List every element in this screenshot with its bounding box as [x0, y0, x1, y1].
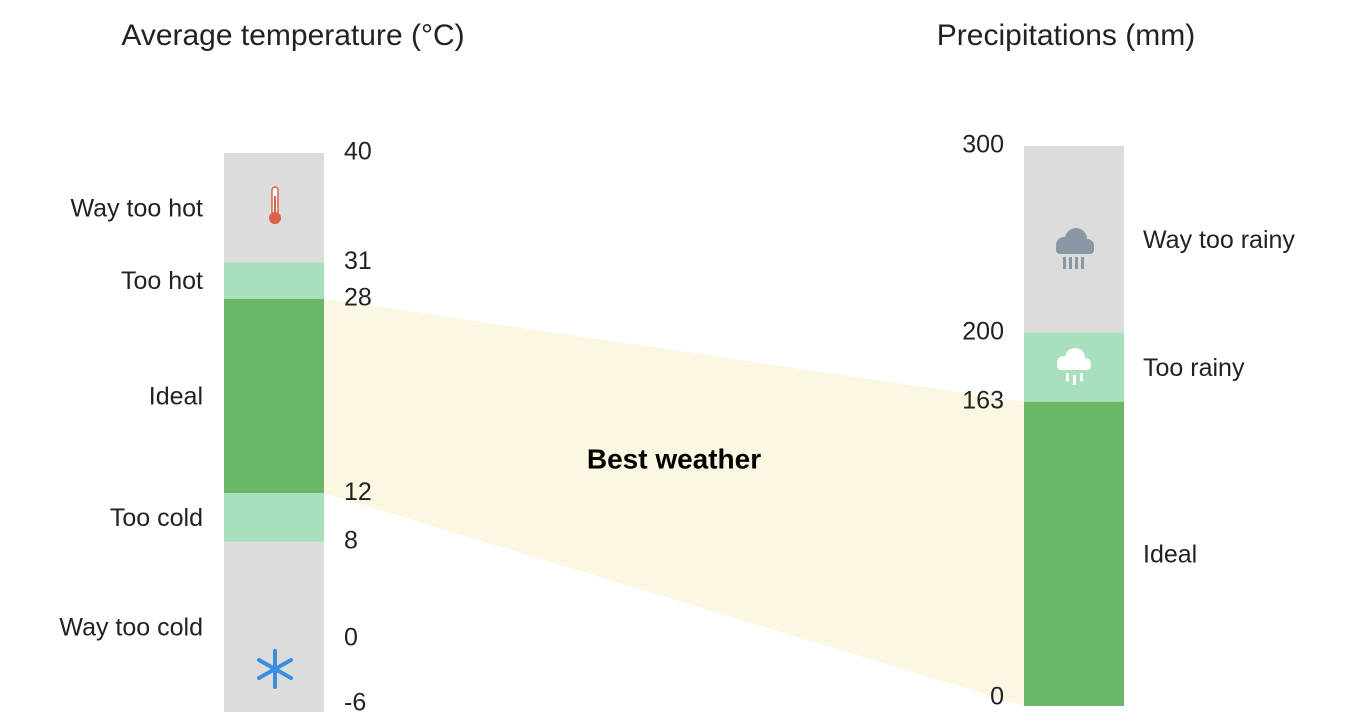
tick-label: 300 — [962, 131, 1004, 159]
band — [224, 298, 324, 494]
precipitation-title: Precipitations (mm) — [937, 19, 1195, 52]
snowflake-icon — [257, 649, 293, 689]
band — [224, 493, 324, 542]
band-label: Too cold — [110, 504, 203, 532]
thermometer-icon — [269, 186, 281, 224]
band-label: Too hot — [121, 267, 203, 295]
band-label: Ideal — [1143, 540, 1197, 568]
icons — [257, 186, 1094, 689]
tick-label: 163 — [962, 386, 1004, 414]
band-label: Ideal — [149, 383, 203, 411]
band-label: Way too rainy — [1143, 226, 1295, 254]
band — [1024, 401, 1124, 706]
band-label: Way too cold — [59, 614, 203, 642]
band-label: Too rainy — [1143, 354, 1245, 382]
tick-label: -6 — [344, 689, 366, 717]
tick-label: 0 — [990, 683, 1004, 711]
band-label: Way too hot — [71, 194, 204, 222]
rain-icon — [1057, 348, 1091, 385]
band — [224, 262, 324, 299]
overlap-layer — [324, 298, 1024, 706]
tick-label: 31 — [344, 247, 372, 275]
tick-label: 8 — [344, 526, 358, 554]
tick-label: 28 — [344, 283, 372, 311]
tick-label: 12 — [344, 478, 372, 506]
heavy-rain-icon — [1056, 228, 1094, 269]
overlap-area — [324, 298, 1024, 706]
tick-label: 40 — [344, 138, 372, 166]
overlap-label: Best weather — [587, 443, 761, 474]
tick-label: 200 — [962, 317, 1004, 345]
temperature-title: Average temperature (°C) — [121, 19, 464, 52]
tick-label: 0 — [344, 624, 358, 652]
